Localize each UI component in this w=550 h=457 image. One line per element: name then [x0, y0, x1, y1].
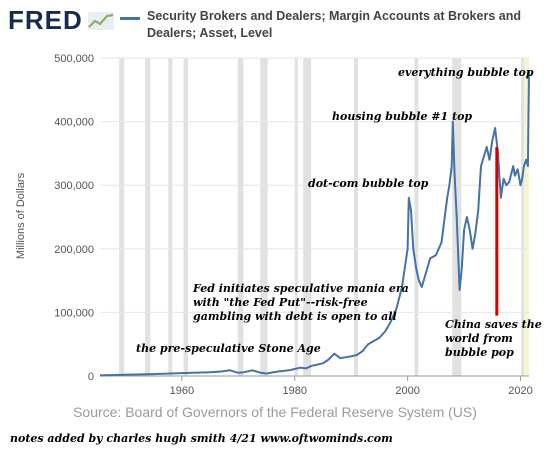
- x-tick-label: 1980: [283, 385, 307, 397]
- recession-band: [183, 58, 189, 376]
- y-tick-label: 100,000: [54, 307, 94, 319]
- x-tick-label: 2020: [508, 385, 532, 397]
- recession-band: [521, 58, 525, 376]
- x-tick-label: 2000: [395, 385, 419, 397]
- current-highlight-band: [523, 58, 529, 376]
- y-tick-label: 400,000: [54, 117, 94, 129]
- recession-band: [303, 58, 312, 376]
- annotation-housing-bubble: housing bubble #1 top: [332, 110, 472, 123]
- recession-band: [414, 58, 419, 376]
- author-notes: notes added by charles hugh smith 4/21 w…: [10, 432, 393, 445]
- annotation-dotcom-bubble: dot-com bubble top: [308, 177, 429, 190]
- logo-graph-icon: [88, 12, 114, 30]
- y-tick-label: 200,000: [54, 244, 94, 256]
- annotation-china-line1: China saves the: [445, 318, 542, 331]
- recession-band: [354, 58, 358, 376]
- x-axis: 1960 1980 2000 2020: [100, 375, 533, 397]
- fred-logo: FRED: [8, 5, 114, 36]
- y-tick-label: 300,000: [54, 180, 94, 192]
- recession-band: [260, 58, 268, 376]
- series-line: [99, 70, 530, 377]
- source-note: Source: Board of Governors of the Federa…: [73, 404, 477, 420]
- chart-area: 0 100,000 200,000 300,000 400,000 500,000 196…: [15, 53, 542, 397]
- recession-band: [119, 58, 125, 376]
- x-tick-label: 1960: [170, 385, 194, 397]
- y-tick-label: 500,000: [54, 53, 94, 65]
- recession-band: [237, 58, 244, 376]
- y-tick-label: 0: [88, 371, 94, 383]
- y-axis: 0 100,000 200,000 300,000 400,000 500,000: [54, 53, 94, 383]
- annotation-stone-age: the pre-speculative Stone Age: [136, 342, 321, 355]
- recession-band: [294, 58, 298, 376]
- annotation-china-line3: bubble pop: [445, 346, 514, 359]
- recession-band: [145, 58, 151, 376]
- annotation-fed-era-line2: with "the Fed Put"--risk-free: [193, 296, 368, 309]
- annotation-fed-era-line3: gambling with debt is open to all: [193, 310, 397, 323]
- logo-text: FRED: [8, 5, 83, 35]
- annotation-everything-bubble: everything bubble top: [398, 66, 534, 79]
- recession-band: [168, 58, 173, 376]
- y-axis-label: Millions of Dollars: [15, 172, 27, 259]
- legend-swatch: [120, 17, 140, 20]
- annotation-fed-era-line1: Fed initiates speculative mania era: [192, 282, 409, 295]
- legend-label: Security Brokers and Dealers; Margin Acc…: [147, 9, 521, 40]
- annotation-china-line2: world from: [445, 332, 513, 345]
